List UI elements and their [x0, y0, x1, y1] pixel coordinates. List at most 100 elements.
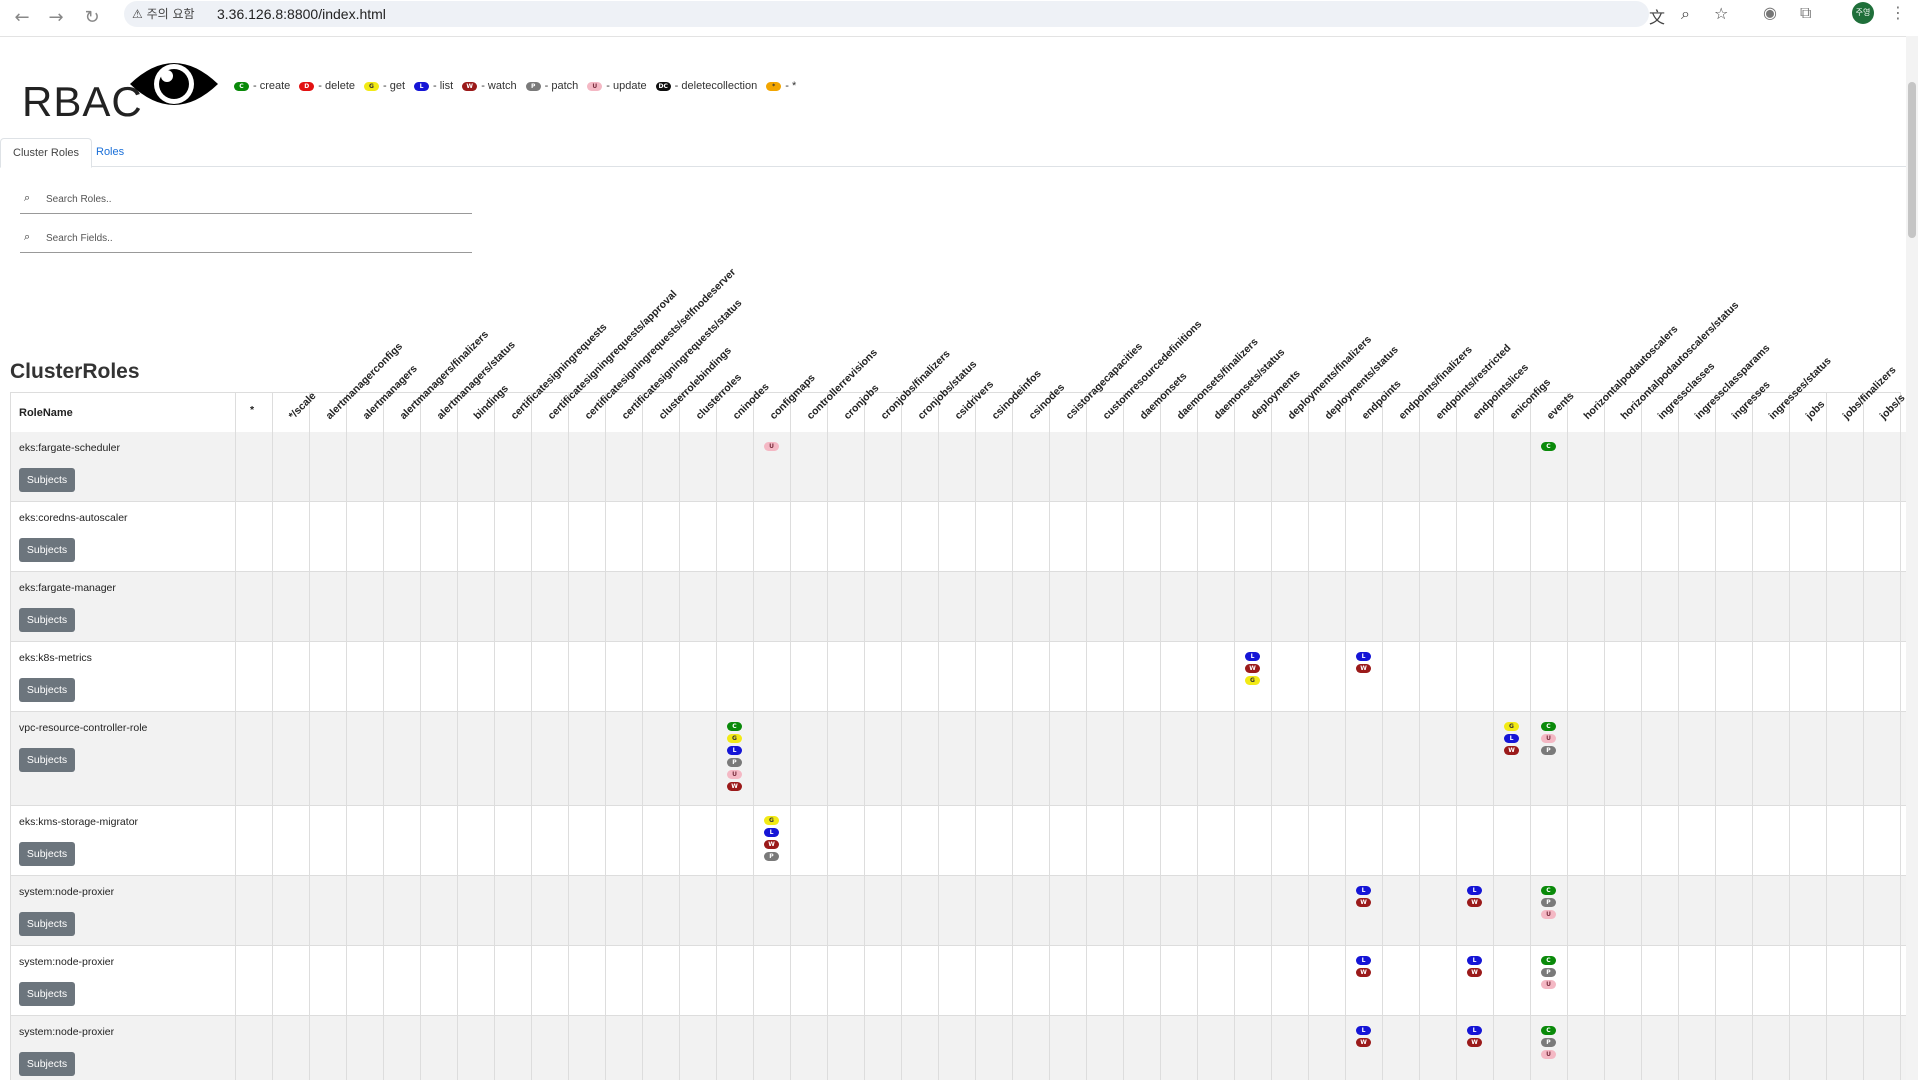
extensions-icon[interactable]: ⧉ — [1800, 3, 1812, 22]
permission-cell — [865, 642, 902, 711]
table-row: eks:kms-storage-migrator Subjects G L W P — [10, 806, 1906, 876]
subjects-button[interactable]: Subjects — [19, 538, 75, 562]
column-label[interactable]: * — [250, 404, 255, 416]
legend-label: - deletecollection — [674, 80, 758, 92]
permission-cell — [273, 806, 310, 875]
permission-cell — [1605, 572, 1642, 641]
permission-cell — [754, 572, 791, 641]
permission-cell — [495, 1016, 532, 1080]
permission-cell — [754, 1016, 791, 1080]
permission-cell — [1087, 502, 1124, 571]
permission-cell — [236, 502, 273, 571]
column-header-cell — [1531, 392, 1568, 432]
permission-cell — [976, 1016, 1013, 1080]
page-title: RBAC — [22, 78, 143, 125]
column-header-cell — [865, 392, 902, 432]
subjects-button[interactable]: Subjects — [19, 842, 75, 866]
permission-cell — [1864, 876, 1901, 945]
translate-icon[interactable]: 文 — [1649, 8, 1666, 27]
permission-badge-list: L — [1467, 886, 1482, 895]
permission-badge-watch: W — [1504, 746, 1519, 755]
permission-cell — [421, 876, 458, 945]
page-scrollbar[interactable] — [1906, 36, 1918, 1080]
column-header-cell — [1346, 392, 1383, 432]
column-header-cell — [791, 392, 828, 432]
permission-badge-watch: W — [1356, 898, 1371, 907]
permission-cell — [1790, 502, 1827, 571]
permission-cell — [1161, 502, 1198, 571]
tab-roles[interactable]: Roles — [96, 146, 125, 158]
permission-cell — [1568, 572, 1605, 641]
subjects-button[interactable]: Subjects — [19, 748, 75, 772]
permission-cell — [1087, 642, 1124, 711]
permission-cell — [1050, 642, 1087, 711]
forward-icon[interactable]: → — [48, 7, 64, 28]
permission-cell — [1309, 502, 1346, 571]
security-warning[interactable]: ⚠ 주의 요함 — [132, 7, 195, 21]
section-title: ClusterRoles — [10, 360, 140, 383]
permission-cell — [384, 946, 421, 1015]
permission-cell — [1605, 642, 1642, 711]
bookmark-star-icon[interactable]: ☆ — [1714, 4, 1729, 23]
zoom-icon[interactable]: ⌕ — [1681, 4, 1690, 23]
subjects-button[interactable]: Subjects — [19, 678, 75, 702]
permission-cell — [1087, 806, 1124, 875]
search-roles-input[interactable] — [44, 189, 468, 209]
search-fields-input[interactable] — [44, 228, 468, 248]
permission-cell — [1827, 502, 1864, 571]
permission-cell — [1050, 1016, 1087, 1080]
column-header-cell — [717, 392, 754, 432]
permission-cell — [717, 502, 754, 571]
subjects-button[interactable]: Subjects — [19, 468, 75, 492]
subjects-button[interactable]: Subjects — [19, 982, 75, 1006]
permission-cell — [1864, 642, 1901, 711]
permission-stack: C — [1541, 442, 1556, 451]
permission-cell — [939, 642, 976, 711]
permission-cell — [1642, 806, 1679, 875]
subjects-button[interactable]: Subjects — [19, 608, 75, 632]
permission-cell — [1013, 642, 1050, 711]
permission-cell — [1235, 712, 1272, 805]
subjects-button[interactable]: Subjects — [19, 912, 75, 936]
url-text[interactable]: 3.36.126.8:8800/index.html — [217, 6, 386, 22]
address-bar[interactable]: ⚠ 주의 요함 3.36.126.8:8800/index.html 文 ⌕ ☆ — [124, 1, 1728, 27]
subjects-button[interactable]: Subjects — [19, 1052, 75, 1076]
table-row: eks:k8s-metrics Subjects L W G L W — [10, 642, 1906, 712]
permission-cell — [1494, 876, 1531, 945]
permission-cell — [495, 572, 532, 641]
tab-cluster-roles[interactable]: Cluster Roles — [0, 138, 93, 168]
permission-cell — [1087, 1016, 1124, 1080]
role-name-cell: vpc-resource-controller-role Subjects — [10, 712, 236, 805]
scrollbar-thumb[interactable] — [1908, 82, 1916, 238]
permission-cell — [1050, 712, 1087, 805]
permission-cell — [1864, 432, 1901, 501]
permission-cell — [1198, 572, 1235, 641]
permission-cell — [1383, 806, 1420, 875]
reload-icon[interactable]: ↻ — [84, 7, 100, 28]
permission-badge-create: C — [1541, 956, 1556, 965]
eye-logo-icon — [130, 63, 218, 105]
permission-cell — [717, 1016, 754, 1080]
permission-cell — [1161, 806, 1198, 875]
permission-cell — [606, 712, 643, 805]
back-icon[interactable]: ← — [14, 7, 30, 28]
permission-cell — [939, 432, 976, 501]
permission-cell — [532, 642, 569, 711]
avatar[interactable]: 주영 — [1852, 2, 1874, 24]
camera-icon[interactable]: ◉ — [1763, 3, 1777, 22]
permission-cell — [532, 806, 569, 875]
permission-cell — [458, 432, 495, 501]
permission-cell — [1753, 946, 1790, 1015]
menu-icon[interactable]: ⋮ — [1890, 3, 1906, 22]
role-name: eks:kms-storage-migrator — [19, 816, 139, 828]
permission-badge-patch: P — [764, 852, 779, 861]
permission-cell — [1383, 502, 1420, 571]
permission-cell — [1198, 876, 1235, 945]
permission-cell — [1642, 876, 1679, 945]
